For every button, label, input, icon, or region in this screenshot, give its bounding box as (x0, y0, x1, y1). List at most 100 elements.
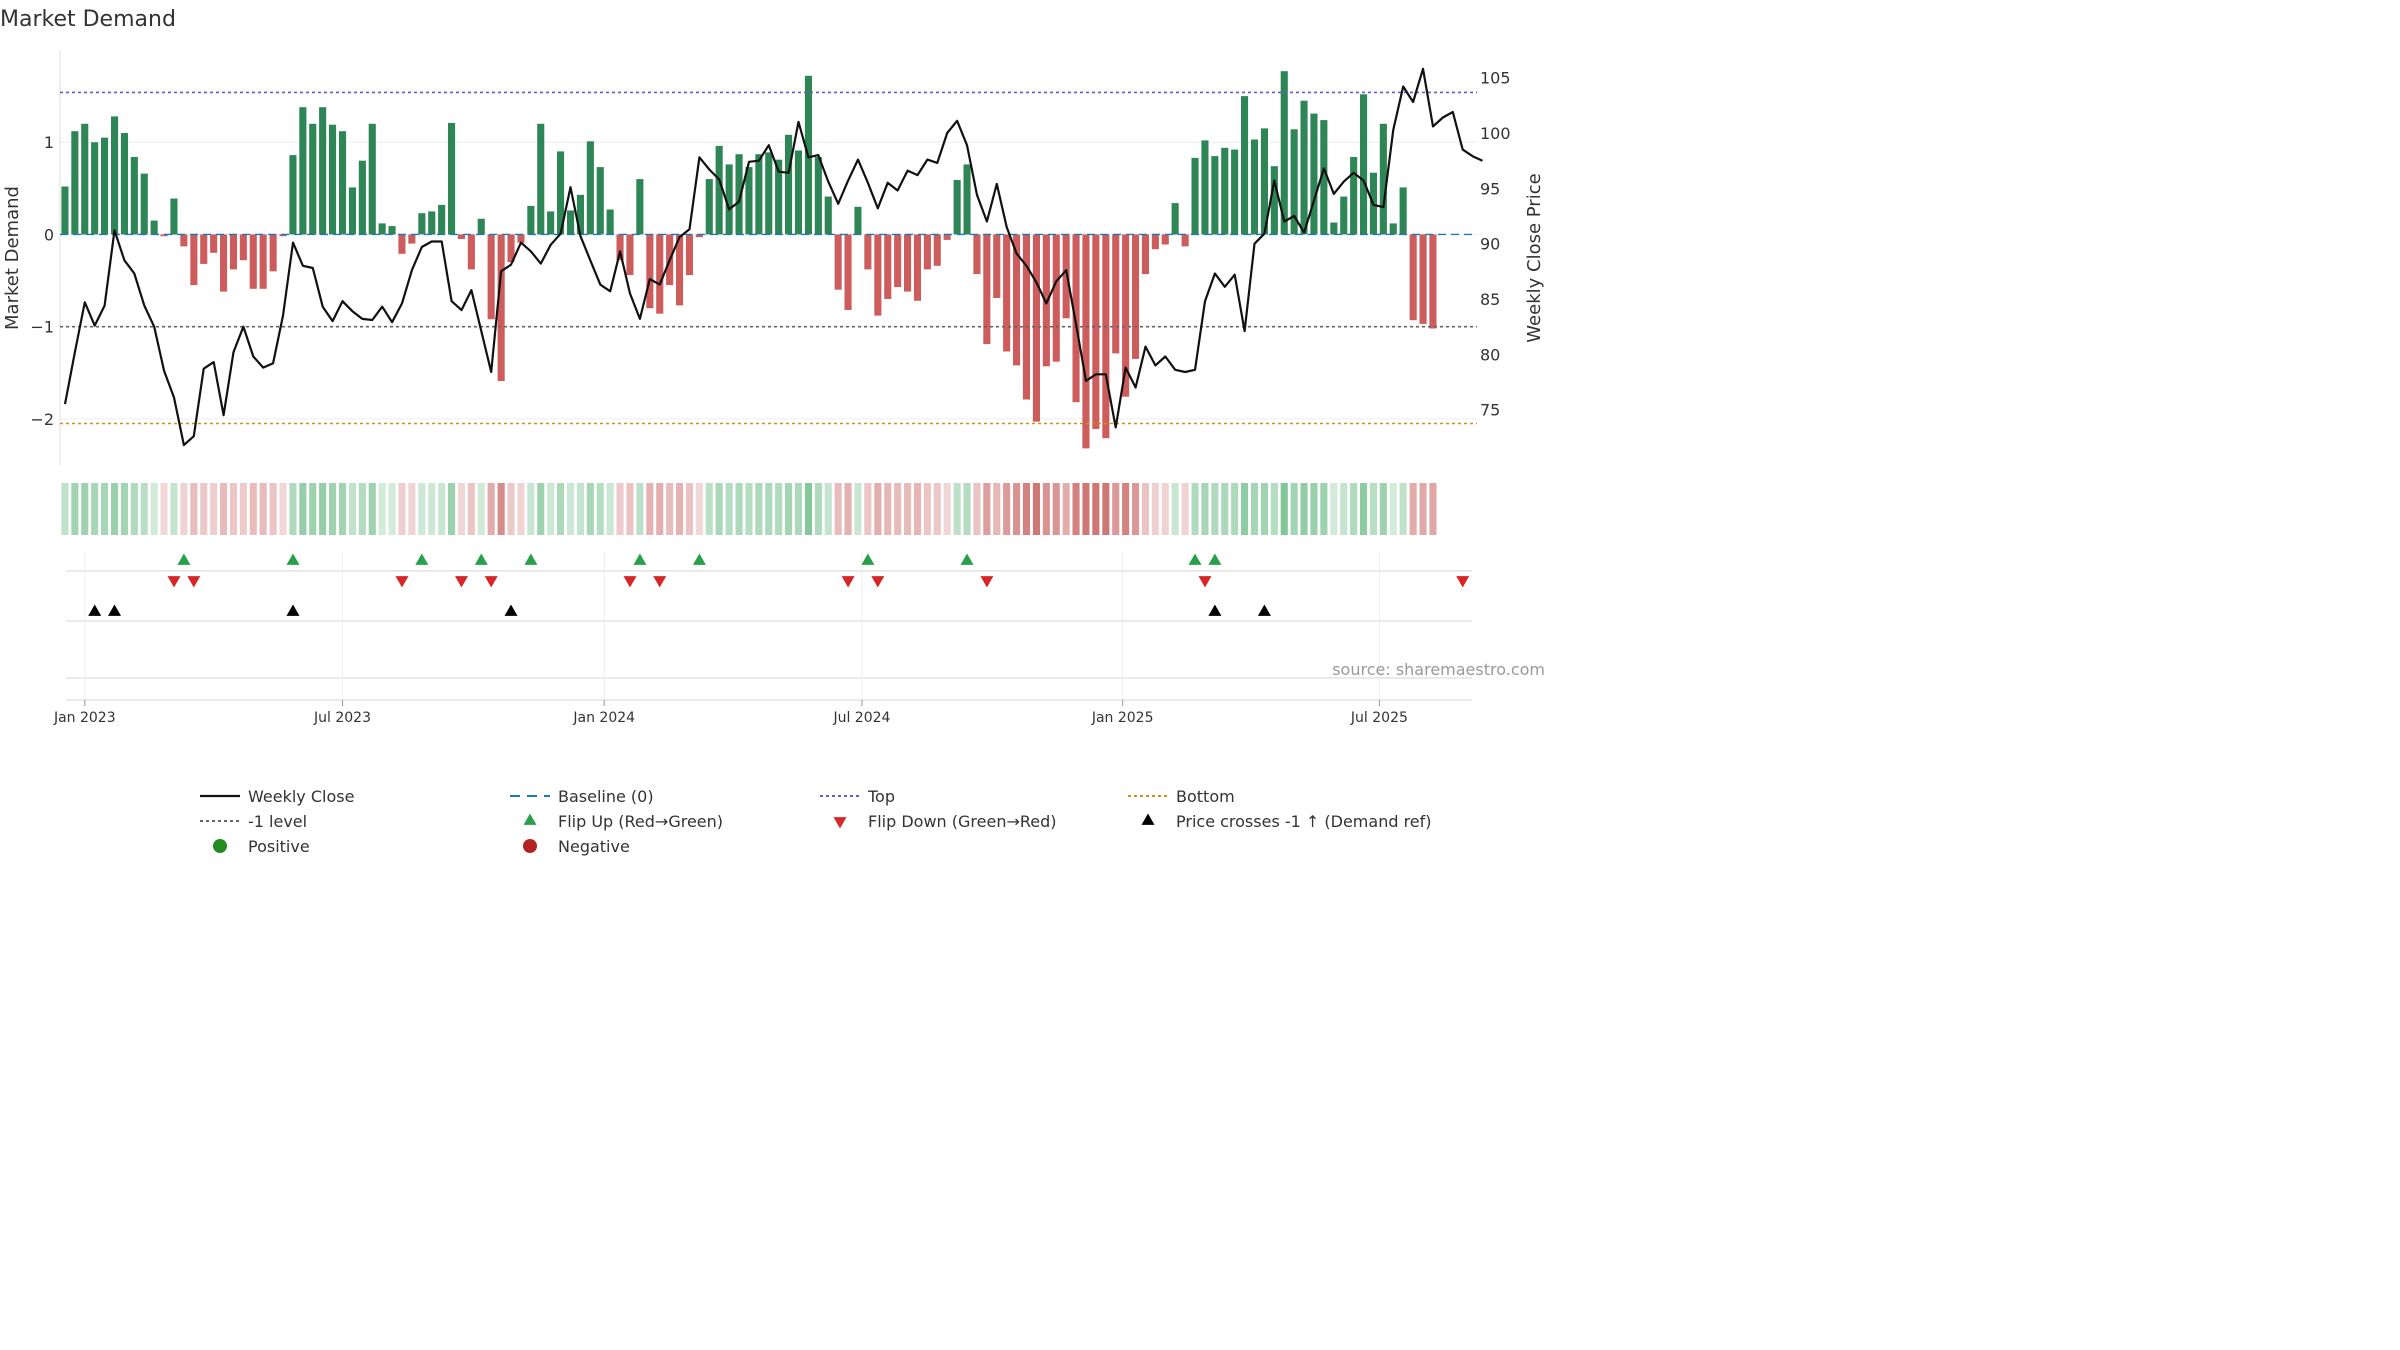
demand-bar (983, 234, 991, 345)
strip-cell (170, 483, 178, 535)
strip-cell (1290, 483, 1298, 535)
strip-cell (1102, 483, 1110, 535)
y-tick-right: 85 (1480, 290, 1500, 309)
strip-cell (1399, 483, 1407, 535)
y-axis-left-label: Market Demand (2, 186, 23, 330)
demand-bar (1280, 71, 1288, 235)
strip-cell (309, 483, 317, 535)
y-tick-left: 1 (44, 133, 54, 152)
strip-cell (983, 483, 991, 535)
x-tick-label: Jul 2023 (313, 710, 371, 726)
demand-bar (249, 234, 257, 289)
strip-cell (1141, 483, 1149, 535)
demand-bar (854, 206, 862, 235)
strip-cell (200, 483, 208, 535)
demand-bar (517, 234, 525, 243)
demand-bar (1151, 234, 1159, 250)
flip-up-marker (415, 553, 429, 565)
strip-cell (567, 483, 575, 535)
demand-bar (1340, 196, 1348, 235)
demand-bar (190, 234, 198, 286)
strip-cell (804, 483, 812, 535)
demand-bar (1042, 234, 1050, 367)
legend-label-baseline: Baseline (0) (558, 787, 654, 806)
legend-label-price_cross: Price crosses -1 ↑ (Demand ref) (1176, 812, 1432, 831)
demand-bar (1052, 234, 1060, 362)
strip-cell (874, 483, 882, 535)
strip-cell (111, 483, 119, 535)
demand-bar (1201, 140, 1209, 235)
strip-cell (1042, 483, 1050, 535)
strip-cell (140, 483, 148, 535)
demand-bar (1429, 234, 1437, 329)
strip-cell (71, 483, 79, 535)
strip-cell (1062, 483, 1070, 535)
strip-cell (1310, 483, 1318, 535)
demand-bar (388, 226, 396, 235)
strip-cell (319, 483, 327, 535)
strip-cell (913, 483, 921, 535)
demand-bar (1211, 156, 1219, 235)
y-tick-right: 100 (1480, 124, 1511, 143)
strip-cell (249, 483, 257, 535)
demand-bar (477, 218, 485, 235)
strip-cell (824, 483, 832, 535)
strip-cell (1003, 483, 1011, 535)
strip-cell (348, 483, 356, 535)
demand-bar (180, 234, 188, 247)
demand-bar (973, 234, 981, 275)
strip-cell (854, 483, 862, 535)
demand-bar (259, 234, 267, 289)
strip-cell (1389, 483, 1397, 535)
demand-bar (130, 157, 138, 235)
strip-cell (220, 483, 228, 535)
x-tick-label: Jan 2025 (1091, 710, 1154, 726)
strip-cell (963, 483, 971, 535)
strip-cell (685, 483, 693, 535)
demand-bar (765, 152, 773, 235)
strip-cell (745, 483, 753, 535)
demand-bar (1022, 234, 1030, 400)
strip-cell (279, 483, 287, 535)
x-tick-label: Jan 2024 (572, 710, 635, 726)
demand-bar (220, 234, 228, 292)
strip-cell (368, 483, 376, 535)
chart-title: Market Demand (0, 7, 176, 32)
demand-bar (953, 180, 961, 235)
strip-cell (1340, 483, 1348, 535)
strip-cell (1221, 483, 1229, 535)
strip-cell (61, 483, 69, 535)
strip-cell (1072, 483, 1080, 535)
strip-cell (537, 483, 545, 535)
strip-cell (527, 483, 535, 535)
flip-down-marker (395, 576, 409, 588)
strip-cell (1280, 483, 1288, 535)
strip-cell (785, 483, 793, 535)
demand-bar (636, 179, 644, 235)
demand-bar (735, 154, 743, 235)
demand-bar (1330, 222, 1338, 235)
demand-bar (299, 107, 307, 235)
demand-bar (1191, 157, 1199, 235)
demand-bar (874, 234, 882, 316)
demand-bar (913, 234, 921, 301)
legend-label-top: Top (867, 787, 895, 806)
demand-bar (1003, 234, 1011, 352)
legend-label-minus_one: -1 level (248, 812, 307, 831)
price-cross-marker (504, 604, 518, 616)
demand-bar (537, 123, 545, 235)
legend-swatch-negative (523, 839, 537, 853)
flip-up-marker (633, 553, 647, 565)
demand-bar (1360, 94, 1368, 235)
flip-up-marker (524, 553, 538, 565)
strip-cell (765, 483, 773, 535)
strip-cell (1260, 483, 1268, 535)
y-tick-left: −2 (30, 410, 54, 429)
strip-cell (398, 483, 406, 535)
demand-bar (269, 234, 277, 272)
demand-bar (239, 234, 247, 261)
demand-bar (527, 205, 535, 235)
demand-bar (695, 234, 703, 238)
demand-bar (378, 223, 386, 235)
demand-bar (467, 234, 475, 270)
